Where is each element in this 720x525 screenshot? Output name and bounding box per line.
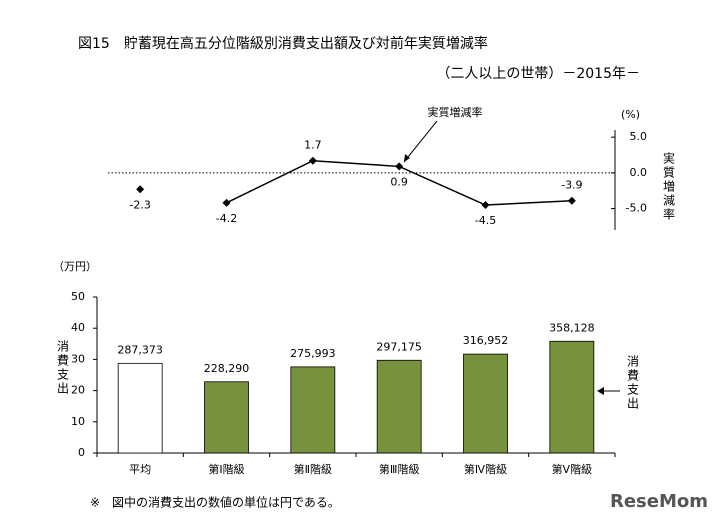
arrow-head	[404, 154, 410, 162]
value-label: 228,290	[204, 362, 250, 375]
watermark: ReseMom	[610, 491, 708, 512]
value-label: 0.9	[390, 175, 408, 188]
value-label: 316,952	[463, 334, 509, 347]
annotation-arrow	[403, 120, 438, 163]
value-label: 297,175	[376, 340, 422, 353]
x-tick-label: 第Ⅱ階級	[294, 462, 332, 476]
y-tick-label: 50	[71, 290, 85, 303]
subtitle: （二人以上の世帯）－2015年－	[436, 66, 640, 82]
x-tick-label: 第Ⅳ階級	[464, 462, 507, 476]
value-label: -4.5	[475, 214, 496, 227]
marker	[136, 185, 145, 194]
y-axis-title: 消費支出	[56, 340, 70, 396]
bar	[290, 366, 336, 454]
y-tick-label: 30	[71, 352, 85, 365]
footnote: ※ 図中の消費支出の数値の単位は円である。	[90, 495, 340, 510]
y-tick-label: 0.0	[630, 166, 648, 179]
bar	[204, 381, 249, 454]
y-unit: (%)	[621, 108, 640, 121]
value-label: -4.2	[216, 212, 237, 225]
value-label: 1.7	[304, 139, 322, 152]
y-tick-label: 0	[78, 446, 85, 459]
y-unit: （万円）	[53, 260, 97, 273]
value-label: 287,373	[117, 343, 163, 356]
x-tick-label: 第Ⅴ階級	[552, 462, 593, 476]
bar	[463, 353, 508, 454]
marker	[222, 198, 231, 207]
bar	[117, 362, 163, 454]
bar	[549, 340, 595, 454]
value-label: -3.9	[561, 179, 582, 192]
title: 図15 貯蓄現在高五分位階級別消費支出額及び対前年実質増減率	[78, 35, 488, 52]
annotation: 消費支出	[626, 355, 640, 411]
x-tick-label: 第Ⅲ階級	[379, 462, 420, 476]
bar	[376, 359, 422, 454]
value-label: 358,128	[549, 321, 595, 334]
arrow-head	[597, 387, 604, 395]
y-tick-label: 10	[71, 415, 85, 428]
y-tick-label: 40	[71, 321, 85, 334]
y-axis-title: 実質増減率	[662, 151, 676, 222]
marker	[567, 196, 576, 205]
marker	[395, 162, 404, 171]
y-tick-label: 20	[71, 384, 85, 397]
x-tick-label: 第Ⅰ階級	[208, 462, 244, 476]
marker	[308, 156, 317, 165]
marker	[481, 201, 490, 209]
x-tick-label: 平均	[129, 463, 151, 476]
annotation: 実質増減率	[428, 105, 483, 119]
value-label: -2.3	[129, 198, 150, 211]
value-label: 275,993	[290, 347, 336, 360]
y-tick-label: 5.0	[630, 130, 648, 143]
y-tick-label: -5.0	[626, 202, 647, 215]
